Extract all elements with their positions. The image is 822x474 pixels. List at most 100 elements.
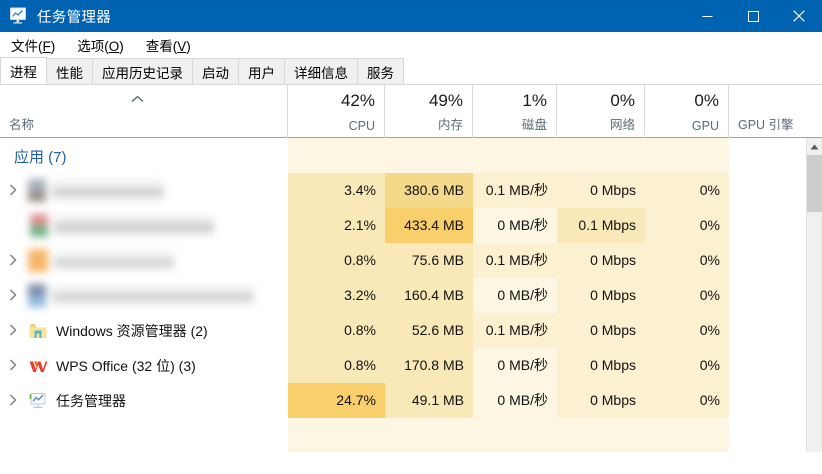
memory-total-percent: 49% (428, 91, 463, 110)
row-cpu: 0.8% (288, 313, 385, 348)
menu-view-accel: V (177, 39, 187, 54)
group-cell-network (557, 138, 645, 173)
scroll-up-button[interactable] (807, 138, 822, 155)
row-disk: 0 MB/秒 (473, 383, 557, 418)
menu-view-label: 查看 (145, 39, 173, 54)
menu-view[interactable]: 查看(V) (145, 39, 191, 54)
maximize-button[interactable] (730, 0, 776, 32)
row-memory: 433.4 MB (385, 208, 473, 243)
blurred-text-block (54, 214, 214, 237)
row-memory: 160.4 MB (385, 278, 473, 313)
column-header-gpu[interactable]: 0% GPU (645, 85, 729, 138)
row-gpu: 0% (645, 173, 729, 208)
expand-chevron-icon[interactable] (9, 359, 21, 371)
row-cpu: 2.1% (288, 208, 385, 243)
tab-app-history[interactable]: 应用历史记录 (92, 58, 193, 84)
expand-chevron-icon[interactable] (9, 184, 21, 196)
scrollbar-thumb[interactable] (807, 155, 822, 212)
process-name: 任务管理器 (56, 393, 126, 409)
tab-details[interactable]: 详细信息 (284, 58, 358, 84)
minimize-button[interactable] (684, 0, 730, 32)
blurred-text-block (52, 179, 164, 202)
table-row[interactable]: 0.8% 170.8 MB 0 MB/秒 0 Mbps 0% WPS Offic… (0, 348, 822, 383)
row-disk: 0.1 MB/秒 (473, 313, 557, 348)
group-row-apps[interactable]: 应用 (7) (0, 138, 822, 173)
row-disk: 0 MB/秒 (473, 278, 557, 313)
group-label-apps: 应用 (7) (14, 149, 67, 166)
table-row[interactable]: 3.2% 160.4 MB 0 MB/秒 0 Mbps 0% (0, 278, 822, 313)
vertical-scrollbar[interactable] (806, 138, 822, 452)
column-header-cpu[interactable]: 42% CPU (288, 85, 385, 138)
row-gpu: 0% (645, 243, 729, 278)
row-cpu: 0.8% (288, 348, 385, 383)
blurred-orange-icon (28, 249, 48, 272)
row-network: 0.1 Mbps (557, 208, 645, 243)
blurred-browser-icon (30, 214, 48, 237)
expand-chevron-icon[interactable] (9, 289, 21, 301)
expand-chevron-icon[interactable] (9, 324, 21, 336)
blurred-blue-icon (28, 284, 46, 307)
column-header-memory[interactable]: 49% 内存 (385, 85, 473, 138)
row-cpu: 3.2% (288, 278, 385, 313)
cpu-total-percent: 42% (340, 91, 375, 110)
expand-chevron-icon[interactable] (9, 254, 21, 266)
row-gpu: 0% (645, 278, 729, 313)
process-name: WPS Office (32 位) (3) (56, 358, 196, 374)
folder-icon (28, 321, 48, 341)
row-disk: 0.1 MB/秒 (473, 243, 557, 278)
table-row[interactable]: 0.8% 52.6 MB 0.1 MB/秒 0 Mbps 0% Windows … (0, 313, 822, 348)
empty-cell-network (557, 418, 645, 452)
column-header-name-label: 名称 (9, 118, 35, 132)
tab-users[interactable]: 用户 (238, 58, 285, 84)
tab-startup[interactable]: 启动 (192, 58, 239, 84)
column-header-gpu-engine-label: GPU 引擎 (738, 118, 794, 132)
row-memory: 52.6 MB (385, 313, 473, 348)
blurred-app-icon (28, 179, 46, 202)
table-row[interactable]: 3.4% 380.6 MB 0.1 MB/秒 0 Mbps 0% (0, 173, 822, 208)
row-cpu: 24.7% (288, 383, 385, 418)
tab-performance[interactable]: 性能 (46, 58, 93, 84)
disk-total-percent: 1% (522, 91, 547, 110)
column-header-network-label: 网络 (609, 118, 635, 132)
menu-file[interactable]: 文件(F) (11, 39, 56, 54)
empty-cell-disk (473, 418, 557, 452)
row-memory: 75.6 MB (385, 243, 473, 278)
tab-services[interactable]: 服务 (357, 58, 404, 84)
row-network: 0 Mbps (557, 278, 645, 313)
row-cpu: 3.4% (288, 173, 385, 208)
table-row[interactable]: 2.1% 433.4 MB 0 MB/秒 0.1 Mbps 0% (0, 208, 822, 243)
table-row[interactable]: 0.8% 75.6 MB 0.1 MB/秒 0 Mbps 0% (0, 243, 822, 278)
column-header-cpu-label: CPU (348, 119, 375, 133)
window-title: 任务管理器 (37, 9, 111, 26)
empty-cell-cpu (288, 418, 385, 452)
row-disk: 0 MB/秒 (473, 208, 557, 243)
empty-cell-memory (385, 418, 473, 452)
column-header-disk[interactable]: 1% 磁盘 (473, 85, 557, 138)
process-list: 应用 (7) 3.4% 380.6 MB 0.1 MB/秒 0 Mbps 0% … (0, 138, 822, 452)
table-row[interactable]: 24.7% 49.1 MB 0 MB/秒 0 Mbps 0% 任务管理器 (0, 383, 822, 418)
column-header-gpu-engine[interactable]: GPU 引擎 (729, 85, 822, 138)
menu-options[interactable]: 选项(O) (77, 39, 124, 54)
column-header-name[interactable]: 名称 (0, 85, 288, 138)
row-network: 0 Mbps (557, 348, 645, 383)
window-controls (684, 0, 822, 32)
menu-bar: 文件(F) 选项(O) 查看(V) (0, 32, 822, 58)
group-cell-gpu (645, 138, 729, 173)
group-cell-memory (385, 138, 473, 173)
expand-chevron-icon[interactable] (9, 394, 21, 406)
scrollbar-track[interactable] (807, 212, 822, 452)
column-header-gpu-label: GPU (691, 119, 719, 133)
sort-ascending-icon (131, 95, 144, 106)
column-header-memory-label: 内存 (437, 118, 463, 132)
close-button[interactable] (776, 0, 822, 32)
title-bar[interactable]: 任务管理器 (0, 0, 822, 32)
row-memory: 170.8 MB (385, 348, 473, 383)
group-cell-disk (473, 138, 557, 173)
tab-processes[interactable]: 进程 (0, 57, 47, 84)
row-memory: 380.6 MB (385, 173, 473, 208)
row-network: 0 Mbps (557, 173, 645, 208)
column-header-network[interactable]: 0% 网络 (557, 85, 645, 138)
table-row-empty (0, 418, 822, 452)
row-memory: 49.1 MB (385, 383, 473, 418)
task-manager-monitor-icon (9, 7, 29, 25)
